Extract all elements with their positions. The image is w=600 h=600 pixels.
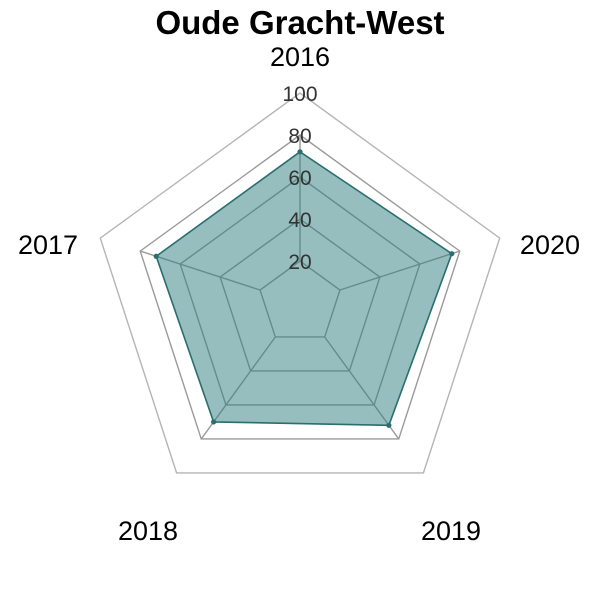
- data-point: [297, 149, 303, 155]
- category-label: 2019: [421, 516, 481, 546]
- grid-ring-80: [139, 134, 461, 440]
- tick-label: 100: [282, 83, 317, 106]
- radial-tick-labels: 20 40 60 80 100: [282, 83, 317, 274]
- category-label: 2016: [270, 42, 330, 72]
- data-point: [449, 251, 455, 257]
- data-point: [210, 419, 217, 425]
- category-label: 2017: [18, 230, 78, 260]
- data-point: [386, 422, 392, 428]
- chart-title: Oude Gracht-West: [155, 4, 444, 41]
- series-area: [155, 150, 453, 427]
- tick-label: 60: [288, 167, 311, 190]
- data-point: [153, 253, 159, 259]
- grid-ring-100: [99, 92, 501, 474]
- tick-label: 40: [288, 209, 311, 232]
- radar-series: [153, 149, 455, 428]
- category-labels: 2016 2017 2018 2019 2020: [18, 42, 580, 546]
- category-label: 2020: [520, 230, 580, 260]
- tick-label: 20: [288, 251, 311, 274]
- tick-label: 80: [288, 125, 311, 148]
- category-label: 2018: [118, 516, 178, 546]
